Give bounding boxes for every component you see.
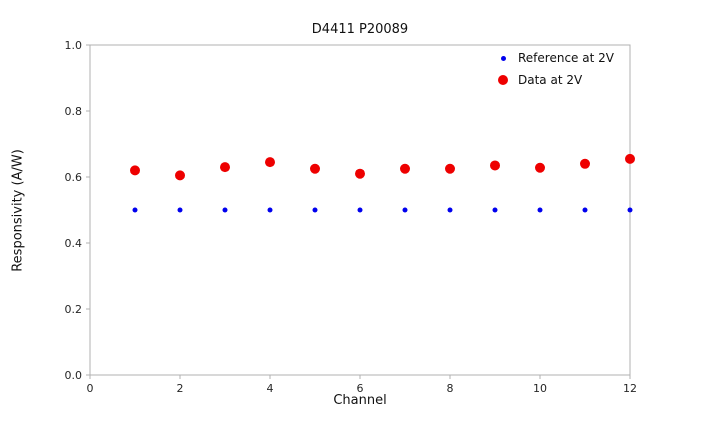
legend: Reference at 2V Data at 2V <box>488 52 638 86</box>
legend-marker-cell <box>488 55 518 61</box>
svg-text:8: 8 <box>447 382 454 395</box>
svg-text:0.4: 0.4 <box>65 237 83 250</box>
svg-text:1.0: 1.0 <box>65 39 83 52</box>
legend-marker-cell <box>488 75 518 85</box>
legend-label: Reference at 2V <box>518 51 614 65</box>
legend-item: Reference at 2V <box>488 52 638 64</box>
data-series-marker-icon <box>498 75 508 85</box>
legend-label: Data at 2V <box>518 73 583 87</box>
svg-text:6: 6 <box>357 382 364 395</box>
svg-text:0: 0 <box>87 382 94 395</box>
svg-text:0.0: 0.0 <box>65 369 83 382</box>
svg-text:0.6: 0.6 <box>65 171 83 184</box>
svg-text:12: 12 <box>623 382 637 395</box>
svg-text:0.2: 0.2 <box>65 303 83 316</box>
svg-text:0.8: 0.8 <box>65 105 83 118</box>
chart-title: D4411 P20089 <box>311 22 409 37</box>
x-axis-label: Channel <box>333 393 387 408</box>
svg-text:10: 10 <box>533 382 547 395</box>
svg-text:2: 2 <box>177 382 184 395</box>
legend-item: Data at 2V <box>488 74 638 86</box>
reference-series-marker-icon <box>500 55 506 61</box>
svg-text:4: 4 <box>267 382 274 395</box>
